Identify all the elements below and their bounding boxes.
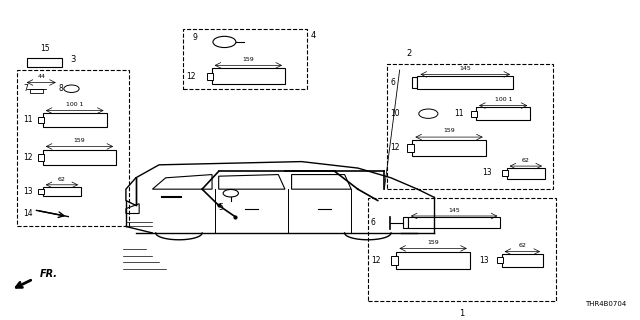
Bar xyxy=(43,113,106,127)
Bar xyxy=(207,73,213,80)
Bar xyxy=(502,254,543,267)
Bar xyxy=(396,252,470,269)
Text: 12: 12 xyxy=(390,143,399,153)
Text: 15: 15 xyxy=(40,44,49,53)
Text: 12: 12 xyxy=(186,72,196,81)
Text: 6: 6 xyxy=(390,78,395,87)
Bar xyxy=(412,77,417,88)
Text: 159: 159 xyxy=(243,57,255,61)
Bar xyxy=(27,58,62,67)
Text: 8: 8 xyxy=(59,84,63,93)
Text: 159: 159 xyxy=(73,138,85,143)
Text: 4: 4 xyxy=(310,31,316,40)
Text: FR.: FR. xyxy=(40,269,58,279)
Bar xyxy=(212,68,285,84)
Bar xyxy=(407,144,413,152)
Text: 14: 14 xyxy=(24,209,33,218)
Text: 5: 5 xyxy=(219,203,223,212)
Bar xyxy=(476,108,531,120)
Bar xyxy=(43,149,116,165)
Text: 1: 1 xyxy=(459,308,465,318)
Bar xyxy=(392,256,397,265)
Bar xyxy=(368,198,556,301)
Text: 44: 44 xyxy=(38,74,45,79)
Text: 3: 3 xyxy=(70,55,76,64)
Bar xyxy=(30,89,43,93)
Bar xyxy=(43,187,81,196)
Text: 12: 12 xyxy=(24,153,33,162)
Text: 2: 2 xyxy=(406,49,412,58)
Text: 6: 6 xyxy=(371,218,376,227)
Text: 13: 13 xyxy=(24,187,33,196)
Text: 145: 145 xyxy=(448,208,460,212)
Text: 62: 62 xyxy=(58,177,66,182)
Text: 100 1: 100 1 xyxy=(495,98,512,102)
Text: 11: 11 xyxy=(24,116,33,124)
Text: 159: 159 xyxy=(428,240,439,245)
Bar xyxy=(38,189,44,194)
Bar xyxy=(502,171,508,176)
Bar xyxy=(183,29,307,89)
Text: 13: 13 xyxy=(479,256,489,265)
Bar xyxy=(497,257,503,263)
Bar xyxy=(412,140,486,156)
Bar xyxy=(471,111,477,117)
Text: 145: 145 xyxy=(460,66,471,71)
Text: 13: 13 xyxy=(483,168,492,178)
Text: 10: 10 xyxy=(390,109,400,118)
Text: 7: 7 xyxy=(24,84,29,93)
Text: THR4B0704: THR4B0704 xyxy=(584,301,626,307)
Bar xyxy=(403,217,408,228)
Text: 100 1: 100 1 xyxy=(66,102,83,108)
Bar xyxy=(387,64,552,188)
Text: 159: 159 xyxy=(443,128,454,133)
Text: 11: 11 xyxy=(454,109,463,118)
Text: 9: 9 xyxy=(193,33,197,42)
Bar xyxy=(408,217,500,228)
Bar xyxy=(507,168,545,179)
Bar xyxy=(38,117,44,123)
Text: 12: 12 xyxy=(371,256,380,265)
Bar xyxy=(417,76,513,89)
Text: 62: 62 xyxy=(518,244,527,248)
Bar xyxy=(17,70,129,226)
Bar xyxy=(38,154,44,161)
Text: 62: 62 xyxy=(522,158,530,163)
